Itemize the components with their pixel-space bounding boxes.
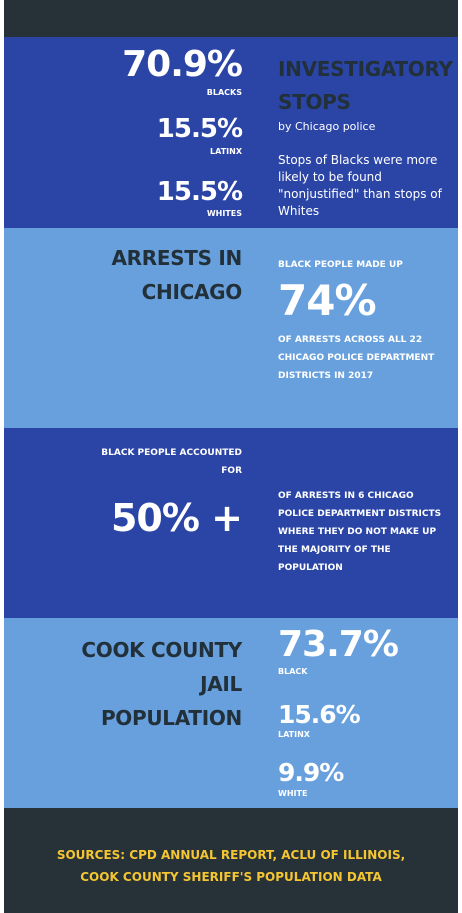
description: OF ARRESTS IN 6 CHICAGO POLICE DEPARTMEN… [278,491,442,573]
intro: BLACK PEOPLE MADE UP [278,260,403,270]
heading: POPULATION [100,706,242,730]
stat-value: 70.9% [122,44,243,85]
section-arrests [4,228,458,428]
big-value: 50% + [110,496,243,540]
subheading: by Chicago police [278,120,376,133]
stat-label: WHITES [206,209,242,218]
section-districts [4,428,458,618]
source-line: COOK COUNTY SHERIFF'S POPULATION DATA [80,870,382,884]
section-jail [4,618,458,808]
heading: JAIL [200,672,242,696]
stat-value: 15.5% [156,114,243,144]
description: OF ARRESTS ACROSS ALL 22 CHICAGO POLICE … [278,335,435,381]
stat-label: BLACK [278,667,308,676]
big-value: 74% [278,276,377,325]
top-bar [4,0,458,37]
stat-label: WHITE [278,789,308,798]
stat-value: 15.6% [278,700,361,729]
section-stops [4,37,458,228]
stat-value: 73.7% [278,624,399,665]
stat-label: LATINX [210,147,242,156]
heading: INVESTIGATORY [278,57,453,81]
description: Stops of Blacks were more likely to be f… [278,153,442,218]
heading: STOPS [278,90,351,114]
source-line: SOURCES: CPD ANNUAL REPORT, ACLU OF ILLI… [56,848,406,862]
heading: ARRESTS IN [111,246,242,270]
stat-value: 15.5% [156,177,243,207]
footer [4,808,458,913]
intro: BLACK PEOPLE ACCOUNTED FOR [101,448,242,476]
stat-label: BLACKS [206,88,242,97]
heading: COOK COUNTY [81,638,242,662]
stat-value: 9.9% [278,758,344,787]
heading: CHICAGO [141,280,243,304]
stat-label: LATINX [278,730,310,739]
